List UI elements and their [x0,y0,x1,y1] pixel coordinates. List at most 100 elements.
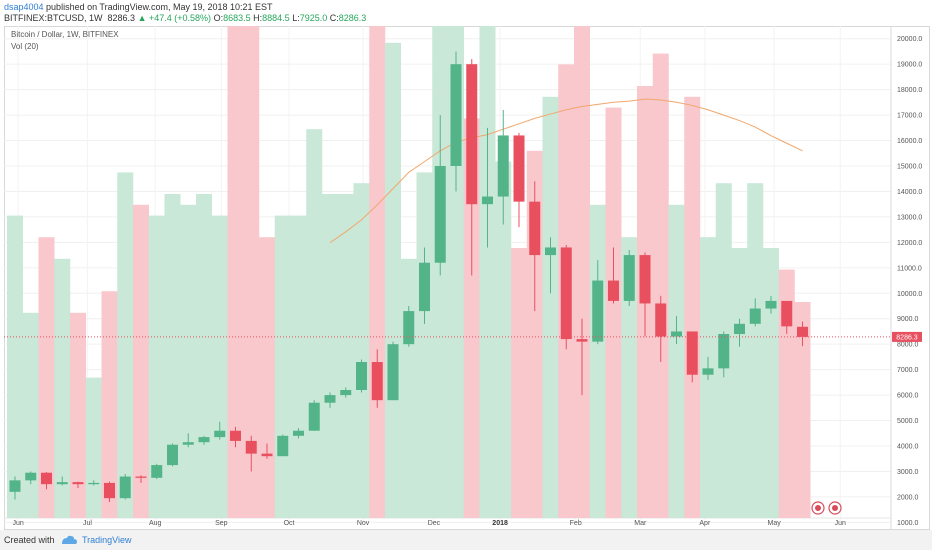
volume-bar-down [70,312,86,518]
close-label: C: [329,13,339,23]
y-tick-label: 16000.0 [897,138,922,145]
flag-dot-icon [832,505,838,511]
candle-up [403,311,415,345]
volume-bar-up [54,258,71,518]
low-label: L: [292,13,300,23]
candle-down [135,476,147,478]
chart-header: dsap4004 published on TradingView.com, M… [0,0,932,26]
candle-down [781,300,793,327]
chart-symbol-label: Bitcoin / Dollar, 1W, BITFINEX [11,30,119,39]
candle-down [513,135,525,202]
x-tick-label: Jun [835,520,846,527]
symbol-label: BITFINEX:BTCUSD, 1W [4,13,103,23]
high-label: H: [253,13,263,23]
volume-bar-up [180,204,197,519]
volume-bar-down [259,237,275,518]
volume-bar-up [274,215,291,518]
y-tick-label: 17000.0 [897,113,922,120]
candle-up [25,472,37,481]
x-tick-label: Mar [634,520,647,527]
y-tick-label: 2000.0 [897,494,919,501]
y-tick-label: 5000.0 [897,418,919,425]
y-tick-label: 11000.0 [897,265,922,272]
candle-up [671,331,682,337]
candle-up [482,196,493,205]
volume-bar-up [353,183,370,518]
last-price-tag [892,331,922,342]
change-arrow-icon: ▲ [137,13,147,23]
volume-bar-down [511,248,527,518]
candle-down [560,247,572,340]
candle-down [72,482,84,485]
volume-bar-up [589,204,606,519]
tradingview-brand-link[interactable]: TradingView [82,535,132,545]
volume-bar-down [369,26,386,518]
candle-up [734,323,745,334]
x-tick-label: Jun [13,520,24,527]
volume-bar-up [306,129,323,518]
volume-bar-up [385,42,401,519]
candle-up [497,135,509,197]
open-label: O: [213,13,224,23]
candle-down [797,326,808,337]
y-tick-label: 10000.0 [897,291,922,298]
candle-up [9,480,21,492]
candle-down [245,440,257,454]
y-tick-label: 15000.0 [897,164,922,171]
volume-bar-down [652,53,669,518]
author-link[interactable]: dsap4004 [4,2,44,12]
x-tick-label: Oct [284,520,295,527]
chart-frame [4,26,930,530]
volume-bar-up [322,194,338,518]
volume-bar-up [416,172,433,518]
candle-up [592,280,604,342]
volume-bar-up [196,194,212,518]
y-tick-label: 9000.0 [897,316,919,323]
volume-bar-up [290,215,307,518]
y-tick-label: 8000.0 [897,342,919,349]
candle-up [277,435,289,457]
candle-up [718,334,730,369]
y-tick-label: 4000.0 [897,444,919,451]
x-tick-label: May [768,520,782,527]
candle-up [387,344,399,401]
volume-bar-down [605,107,622,518]
tradingview-logo-icon [62,535,77,544]
x-tick-label: Aug [149,520,162,527]
candle-up [623,255,635,301]
change-value: +47.4 (+0.58%) [149,13,212,23]
candle-up [119,476,131,499]
publish-line: dsap4004 published on TradingView.com, M… [4,2,273,12]
candle-down [576,339,588,342]
volume-bar-up [621,237,638,518]
volume-bar-up [495,161,512,518]
volume-bar-up [7,215,23,518]
created-with-text: Created with [4,535,55,545]
high-value: 8884.5 [262,13,290,23]
low-value: 7925.0 [299,13,328,23]
x-tick-label: 2018 [492,520,508,527]
candle-up [151,465,163,478]
volume-bar-up [148,215,165,518]
volume-bar-up [85,377,102,518]
volume-bar-down [794,302,811,518]
volume-bar-down [101,291,118,518]
price-chart[interactable]: 1000.0 2000.0 3000.0 4000.0 5000.0 6000.0 7000… [4,26,930,530]
candle-up [419,262,430,312]
y-tick-label: 3000.0 [897,469,919,476]
y-tick-label: 6000.0 [897,393,919,400]
y-tick-label: 18000.0 [897,87,922,94]
volume-bar-down [574,26,590,518]
x-tick-label: Nov [357,520,370,527]
candle-down [639,255,651,304]
candle-up [56,482,68,485]
candle-up [308,402,320,431]
x-tick-label: Apr [699,520,711,527]
volume-bar-up [731,248,748,518]
candle-down [230,430,241,441]
open-value: 8683.5 [223,13,251,23]
volume-bar-up [22,312,39,518]
volume-bar-up [400,258,417,518]
candle-up [198,437,210,443]
candle-down [261,453,273,457]
